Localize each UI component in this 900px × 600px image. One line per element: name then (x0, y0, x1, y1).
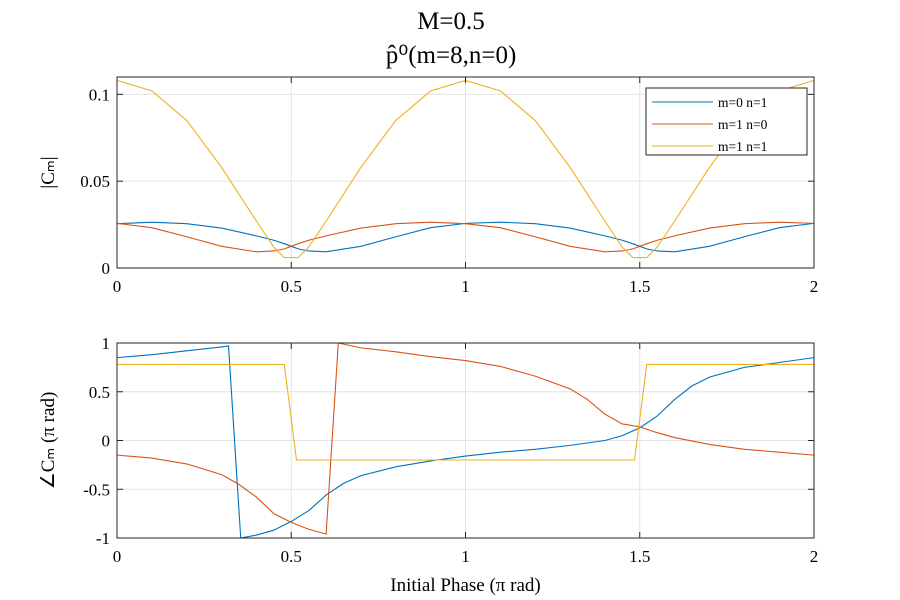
x-tick-label: 2 (810, 547, 819, 566)
legend-label-m1n1: m=1 n=1 (718, 139, 767, 154)
y-axis-label: ∠Cₘ (π rad) (38, 392, 59, 490)
x-tick-label: 2 (810, 277, 819, 296)
y-tick-label: 0.5 (89, 383, 110, 402)
legend: m=0 n=1 m=1 n=0 m=1 n=1 (645, 87, 808, 156)
y-tick-label: 0.05 (80, 172, 110, 191)
x-tick-label: 0.5 (281, 277, 302, 296)
y-tick-label: 0 (102, 259, 111, 278)
phase-plot: 0 0.5 1 1.5 2 -1 -0.5 0 0.5 1 ∠Cₘ (π rad) Initial P… (38, 334, 818, 596)
x-tick-label: 1.5 (629, 277, 650, 296)
x-tick-label: 1 (461, 277, 470, 296)
figure-title-line1: M=0.5 (417, 8, 485, 35)
magnitude-plot: 0 0.5 1 1.5 2 0 0.05 0.1 |Cₘ| (38, 76, 819, 296)
legend-entry-m1n1: m=1 n=1 (652, 139, 767, 154)
series-line-m0n1-bottom (117, 345, 814, 538)
x-axis-label: Initial Phase (π rad) (390, 575, 540, 596)
legend-entry-m0n1: m=0 n=1 (652, 95, 767, 110)
y-tick-label: 0.1 (89, 85, 110, 104)
y-tick-label: 1 (102, 334, 111, 353)
x-tick-label: 0 (113, 277, 122, 296)
x-tick-label: 1.5 (629, 547, 650, 566)
figure-title-line2: p̂⁰(m=8,n=0) (386, 42, 517, 69)
y-tick-label: -0.5 (83, 480, 110, 499)
x-tick-label: 0 (113, 547, 122, 566)
series-line-m1n0-bottom (117, 343, 814, 535)
y-tick-label: -1 (96, 529, 110, 548)
y-axis-label: |Cₘ| (38, 156, 59, 188)
series-line-m1n1-bottom (117, 363, 814, 461)
y-tick-label: 0 (102, 432, 111, 451)
legend-label-m0n1: m=0 n=1 (718, 95, 767, 110)
x-tick-label: 1 (461, 547, 470, 566)
legend-label-m1n0: m=1 n=0 (718, 117, 768, 132)
legend-box (645, 87, 808, 156)
x-tick-label: 0.5 (281, 547, 302, 566)
legend-entry-m1n0: m=1 n=0 (652, 117, 768, 132)
